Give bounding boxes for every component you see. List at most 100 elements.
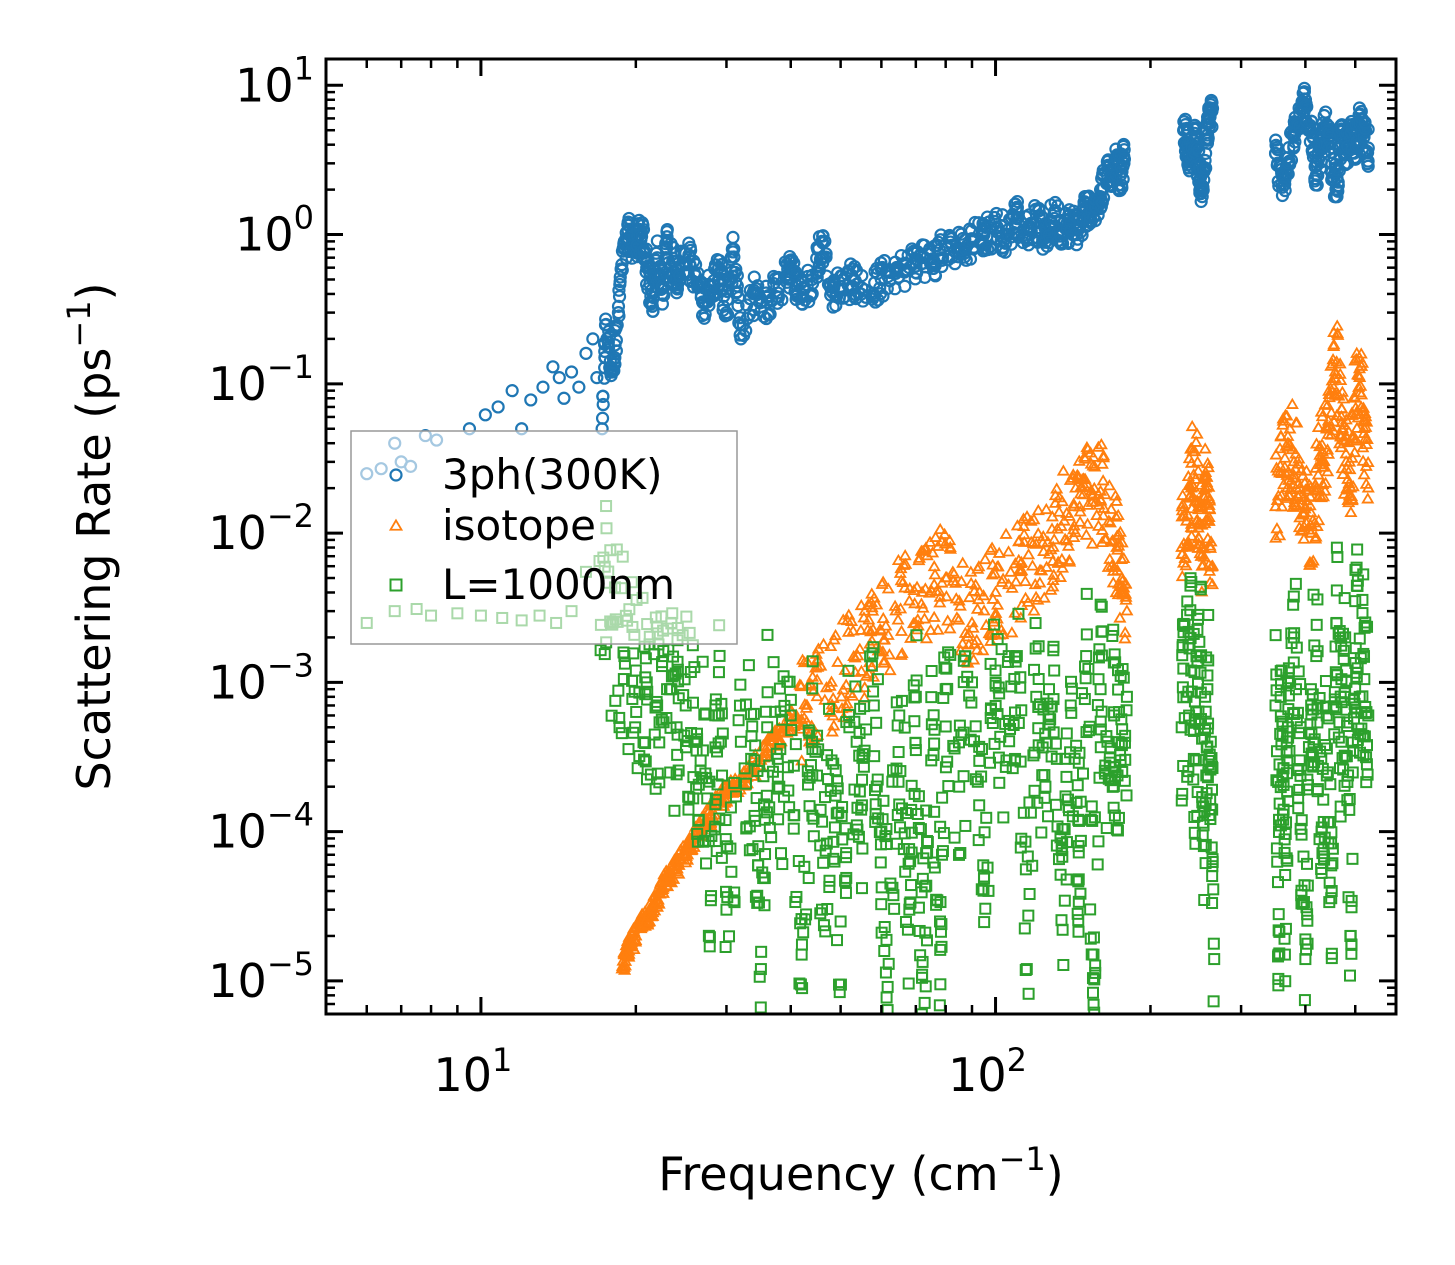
data-point (1084, 903, 1097, 916)
data-point (1353, 370, 1367, 382)
data-point (1072, 873, 1085, 886)
data-point (655, 875, 670, 887)
data-point (854, 702, 867, 715)
data-point (1358, 115, 1372, 129)
data-point (615, 962, 629, 974)
data-point (1361, 739, 1374, 752)
data-point (891, 553, 905, 565)
data-point (781, 675, 794, 688)
data-point (1180, 508, 1195, 520)
data-point (1188, 472, 1202, 484)
data-point (1273, 529, 1287, 541)
data-point (1350, 561, 1363, 574)
data-point (1091, 699, 1104, 712)
data-point (1268, 499, 1283, 512)
legend-box (350, 430, 738, 645)
data-point (839, 874, 852, 887)
data-point (1199, 161, 1213, 175)
data-point (1010, 212, 1024, 226)
data-point (672, 867, 686, 879)
data-point (742, 659, 755, 672)
data-point (1269, 629, 1282, 642)
data-point (671, 663, 684, 676)
data-point (1073, 814, 1086, 827)
data-point (609, 694, 622, 707)
data-point (729, 262, 743, 276)
data-point (916, 968, 929, 981)
data-point (1350, 579, 1363, 592)
data-point (935, 940, 948, 953)
data-point (1102, 772, 1115, 785)
data-point (1096, 474, 1110, 486)
data-point (1317, 460, 1331, 472)
data-point (731, 299, 745, 313)
data-point (1288, 498, 1302, 510)
data-point (908, 597, 922, 609)
data-point (1343, 463, 1357, 475)
data-point (1335, 421, 1350, 433)
data-point (799, 913, 812, 926)
data-point (622, 950, 636, 962)
data-point (656, 886, 670, 898)
data-point (1037, 591, 1051, 603)
data-point (978, 870, 991, 883)
data-point (894, 821, 907, 834)
data-point (916, 872, 929, 885)
data-point (935, 918, 948, 931)
data-point (1116, 765, 1129, 778)
data-point (1080, 726, 1093, 739)
data-point (1199, 690, 1212, 703)
data-point (864, 625, 878, 637)
data-point (914, 949, 927, 962)
legend-marker (388, 518, 404, 531)
data-point (1289, 416, 1303, 428)
data-point (1010, 194, 1025, 209)
data-point (721, 783, 735, 795)
data-point (931, 623, 945, 635)
data-point (1088, 811, 1101, 824)
data-point (904, 855, 917, 868)
data-point (1362, 709, 1375, 722)
data-point (928, 259, 942, 273)
data-point (853, 642, 867, 654)
data-point (1117, 671, 1130, 684)
data-point (1279, 922, 1292, 935)
data-point (1283, 744, 1296, 757)
data-point (1191, 464, 1205, 476)
data-point (1027, 513, 1041, 525)
data-point (646, 304, 660, 318)
legend-label: isotope (442, 501, 596, 550)
data-point (613, 277, 627, 292)
data-point (1324, 406, 1339, 418)
data-point (778, 699, 791, 712)
data-point (1307, 736, 1320, 749)
data-point (807, 830, 820, 843)
data-point (1317, 454, 1331, 466)
data-point (1198, 893, 1211, 906)
data-point (879, 619, 893, 631)
data-point (1279, 827, 1292, 840)
data-point (952, 613, 966, 625)
data-point (850, 735, 863, 748)
data-point (894, 648, 908, 660)
data-point (1325, 892, 1338, 905)
data-point (1305, 727, 1318, 740)
data-point (1058, 823, 1071, 836)
data-point (1188, 444, 1202, 457)
data-point (1119, 593, 1133, 605)
data-point (682, 790, 695, 803)
data-point (1072, 895, 1085, 908)
data-point (910, 580, 924, 592)
data-point (1118, 626, 1132, 638)
data-point (1024, 514, 1038, 526)
data-point (985, 541, 999, 553)
data-point (944, 648, 957, 661)
data-point (1204, 104, 1218, 118)
data-point (988, 618, 1001, 631)
data-point (1205, 783, 1218, 796)
data-point (1019, 863, 1032, 876)
data-point (1326, 424, 1340, 436)
data-point (656, 882, 670, 894)
data-point (1311, 593, 1324, 606)
data-point (1023, 796, 1036, 809)
